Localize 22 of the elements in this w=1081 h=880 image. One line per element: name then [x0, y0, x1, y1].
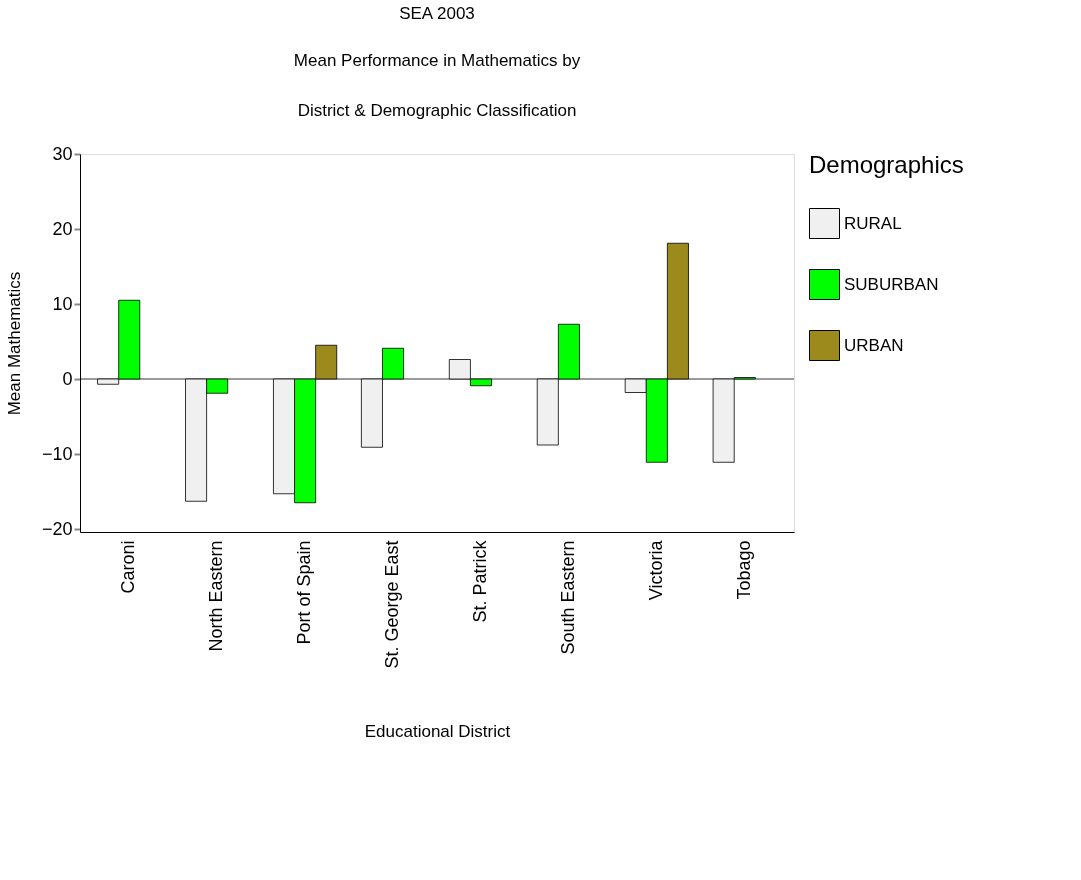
y-tick-label: 20 — [52, 218, 73, 239]
y-tick-label: 30 — [52, 143, 73, 164]
legend-label: RURAL — [844, 213, 902, 233]
x-tick-label: Caroni — [118, 540, 139, 594]
x-tick-label: South Eastern — [557, 540, 578, 655]
x-tick-label: St. George East — [382, 540, 403, 669]
legend-label: URBAN — [844, 335, 904, 355]
x-tick-label: Tobago — [733, 540, 754, 600]
y-tick-label: 0 — [62, 368, 73, 389]
x-tick-label: Victoria — [645, 539, 666, 601]
y-tick-label: 10 — [52, 293, 73, 314]
text: Mean Performance in Mathematics by District & Demographic Classification — [293, 51, 581, 120]
x-tick-label: St. Patrick — [469, 539, 490, 623]
y-tick-label: −20 — [41, 518, 73, 539]
y-tick-label: −10 — [41, 443, 73, 464]
legend-title: Demographics — [809, 151, 964, 178]
legend-label: SUBURBAN — [844, 274, 939, 294]
y-axis-title: Mean Mathematics — [4, 271, 24, 416]
x-axis-title: Educational District — [364, 721, 511, 741]
chart-title: SEA 2003 — [399, 4, 475, 23]
x-tick-label: North Eastern — [206, 540, 227, 652]
x-tick-label: Port of Spain — [294, 540, 315, 645]
